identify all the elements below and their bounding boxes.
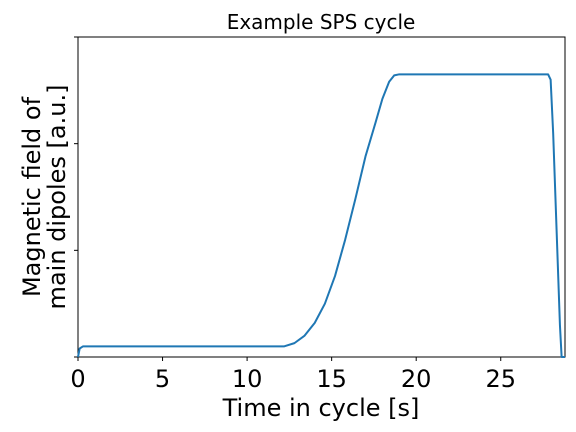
x-tick-label: 5 [155,365,170,393]
x-tick-label: 10 [232,365,263,393]
x-axis-label: Time in cycle [s] [222,394,420,422]
x-axis: 0 5 10 15 20 25 [70,357,516,393]
y-axis-label-line-1: Magnetic field of [18,96,46,297]
y-axis-label-line-2: main dipoles [a.u.] [43,85,71,310]
y-axis [74,36,78,358]
series-line [77,73,565,358]
chart-title: Example SPS cycle [227,10,416,34]
x-tick-label: 25 [485,365,516,393]
x-tick-label: 20 [401,365,432,393]
x-tick-label: 15 [316,365,347,393]
plot-frame [77,36,566,358]
x-tick-label: 0 [70,365,85,393]
